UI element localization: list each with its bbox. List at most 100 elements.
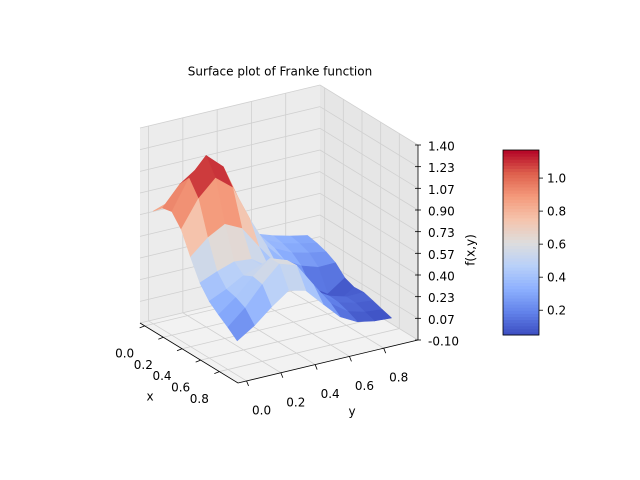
colorbar-slice <box>503 279 539 284</box>
grid-line <box>219 328 400 372</box>
colorbar-slice <box>503 245 539 250</box>
colorbar-slice <box>503 316 539 321</box>
x-tick <box>214 371 220 374</box>
grid-line <box>319 214 419 276</box>
colorbar-slice <box>503 261 539 265</box>
colorbar-slice <box>503 211 539 216</box>
colorbar-slice <box>503 183 539 188</box>
z-axis-label: f(x,y) <box>464 234 478 266</box>
z-tick-label: 1.07 <box>428 183 455 197</box>
grid-line <box>139 149 321 194</box>
grid-line <box>319 236 419 298</box>
colorbar-slice <box>503 230 539 234</box>
colorbar-slice <box>503 294 539 299</box>
z-tick-label: 0.07 <box>428 313 455 327</box>
grid-line <box>319 106 419 168</box>
z-tick-label: 0.57 <box>428 248 455 262</box>
colorbar-slice <box>503 177 539 182</box>
grid-line <box>139 106 321 151</box>
colorbar-tick-label: 0.2 <box>547 304 566 318</box>
colorbar-slice <box>503 202 539 206</box>
colorbar-slice <box>503 248 539 253</box>
colorbar-slice <box>503 242 539 247</box>
colorbar-slice <box>503 322 539 327</box>
colorbar-slice <box>503 236 539 240</box>
colorbar-slice <box>503 325 539 330</box>
grid-line <box>148 320 247 382</box>
colorbar-slice <box>503 205 539 210</box>
z-tick-label: 0.90 <box>428 205 455 219</box>
colorbar-slice <box>503 291 539 296</box>
colorbar-slice <box>503 162 539 166</box>
colorbar-slice <box>503 227 539 231</box>
colorbar-slice <box>503 331 539 336</box>
colorbar-slice <box>503 168 539 173</box>
grid-line <box>319 84 419 146</box>
grid-line <box>139 84 321 129</box>
colorbar-slice <box>503 220 539 225</box>
z-tick-label: 1.23 <box>428 161 455 175</box>
colorbar-slice <box>503 190 539 194</box>
colorbar-slice <box>503 288 539 293</box>
colorbar-slice <box>503 328 539 333</box>
colorbar-slice <box>503 233 539 237</box>
colorbar-frame <box>502 149 540 336</box>
colorbar-slice <box>503 257 539 262</box>
colorbar-slice <box>503 153 539 157</box>
axis-line <box>139 322 239 384</box>
colorbar-slice <box>503 150 539 154</box>
y-tick <box>280 372 284 378</box>
grid-line <box>139 127 321 172</box>
colorbar-slice <box>503 214 539 219</box>
colorbar-tick-label: 0.6 <box>547 238 566 252</box>
colorbar-slice <box>503 251 539 256</box>
grid-line <box>319 192 419 254</box>
grid-line <box>200 316 381 361</box>
colorbar-slice <box>503 180 539 185</box>
colorbar-slice <box>503 224 539 228</box>
colorbar-slice <box>503 298 539 302</box>
y-tick-label: 0.8 <box>389 371 408 385</box>
x-tick-label: 0.8 <box>190 392 209 406</box>
y-tick <box>349 356 352 362</box>
colorbar-slice <box>503 159 539 163</box>
grid-line <box>285 287 384 349</box>
colorbar-slice <box>503 187 539 191</box>
colorbar-slice <box>503 276 539 280</box>
grid-line <box>182 312 282 374</box>
colorbar-slice <box>503 313 539 317</box>
colorbar-tick-label: 0.4 <box>547 271 566 285</box>
surface-patch <box>227 307 255 342</box>
grid-line <box>319 127 419 189</box>
colorbar-tick-label: 1.0 <box>547 172 566 186</box>
y-tick-label: 0.6 <box>355 379 374 393</box>
colorbar-slice <box>503 156 539 160</box>
pane <box>320 85 418 340</box>
colorbar-slice <box>503 273 539 277</box>
y-tick <box>383 348 387 354</box>
z-tick-label: 1.40 <box>428 140 455 154</box>
x-tick-label: 0.6 <box>171 381 190 395</box>
colorbar-tick-label: 0.8 <box>547 205 566 219</box>
colorbar-slice <box>503 165 539 169</box>
colorbar-slice <box>503 310 539 314</box>
colorbar-slice <box>503 196 539 200</box>
y-tick <box>314 364 318 370</box>
x-tick-label: 0.0 <box>115 346 134 360</box>
y-tick <box>246 380 249 387</box>
colorbar-slice <box>503 307 539 311</box>
colorbar-slice <box>503 199 539 203</box>
x-tick <box>195 359 201 363</box>
x-tick <box>139 325 145 329</box>
colorbar-slice <box>503 264 539 268</box>
colorbar-slice <box>503 285 539 290</box>
z-tick-label: -0.10 <box>428 335 459 349</box>
colorbar-slice <box>503 193 539 197</box>
y-tick-label: 0.2 <box>286 395 305 409</box>
colorbar-slice <box>503 267 539 271</box>
y-tick-label: 0.4 <box>321 387 340 401</box>
grid-line <box>319 149 419 211</box>
colorbar-slice <box>503 174 539 179</box>
z-tick-label: 0.40 <box>428 270 455 284</box>
